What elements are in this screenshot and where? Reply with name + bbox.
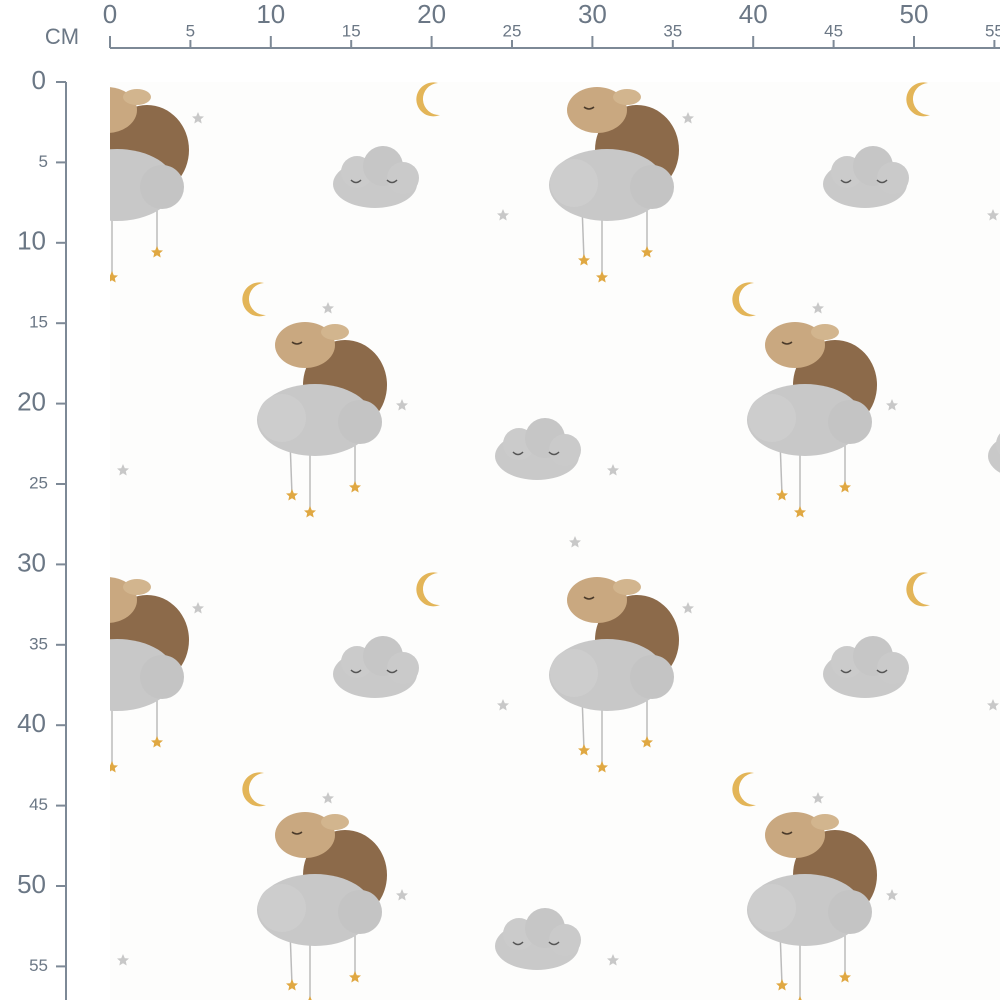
y-tick-label: 20 [17, 386, 46, 416]
x-tick-label: 35 [663, 21, 682, 40]
x-tick-label: 20 [417, 0, 446, 29]
ruler-ticks: 0 5 10 15 20 25 30 35 40 45 50 55 0 5 10 15 20 25 30 35 40 45… [17, 0, 1000, 975]
y-tick-label: 10 [17, 226, 46, 256]
y-tick-label: 40 [17, 708, 46, 738]
y-tick-label: 15 [29, 313, 48, 332]
x-tick-label: 55 [985, 21, 1000, 40]
x-tick-label: 50 [900, 0, 929, 29]
x-tick-label: 40 [739, 0, 768, 29]
y-tick-label: 35 [29, 634, 48, 653]
y-tick-label: 25 [29, 473, 48, 492]
x-tick-label: 5 [186, 21, 195, 40]
y-tick-label: 55 [29, 956, 48, 975]
x-tick-label: 0 [103, 0, 117, 29]
x-tick-label: 45 [824, 21, 843, 40]
x-tick-label: 10 [256, 0, 285, 29]
y-tick-label: 0 [32, 65, 46, 95]
x-tick-label: 15 [342, 21, 361, 40]
ruler-unit: CM [45, 24, 79, 49]
y-tick-label: 50 [17, 869, 46, 899]
y-tick-label: 45 [29, 795, 48, 814]
y-tick-label: 30 [17, 547, 46, 577]
x-tick-label: 25 [503, 21, 522, 40]
x-tick-label: 30 [578, 0, 607, 29]
y-tick-label: 5 [39, 152, 48, 171]
